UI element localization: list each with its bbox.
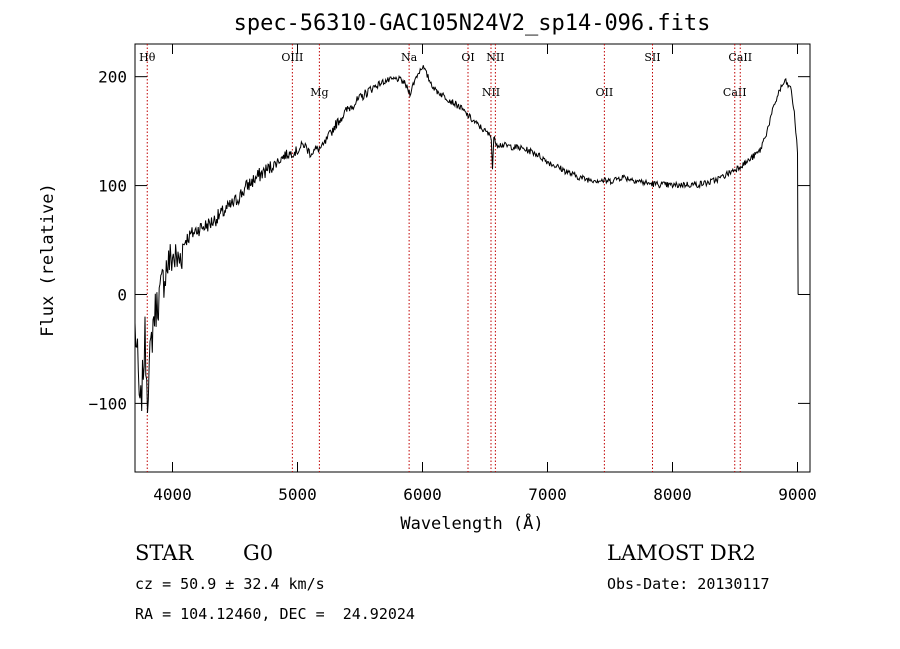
- spectrum-series-line: [134, 65, 799, 414]
- obs-date: Obs-Date: 20130117: [607, 575, 770, 593]
- y-tick-label-2: 100: [98, 177, 127, 196]
- marker-label-7: OII: [596, 86, 614, 99]
- x-tick-label-3: 7000: [528, 485, 567, 504]
- marker-label-3: Na: [401, 51, 418, 64]
- x-axis-label: Wavelength (Å): [400, 512, 543, 534]
- marker-label-1: OIII: [281, 51, 303, 64]
- marker-label-8: SII: [644, 51, 660, 64]
- x-tick-label-1: 5000: [278, 485, 317, 504]
- marker-label-0: Hθ: [139, 51, 156, 64]
- x-tick-label-0: 4000: [153, 485, 192, 504]
- plot-frame: [134, 43, 811, 473]
- y-tick-label-0: −100: [88, 394, 127, 413]
- subclass: G0: [243, 541, 273, 565]
- marker-label-10: CaII: [728, 51, 752, 64]
- object-class: STAR: [135, 541, 194, 565]
- y-axis-label: Flux (relative): [38, 183, 58, 337]
- x-tick-label-4: 8000: [653, 485, 692, 504]
- velocity-text: cz = 50.9 ± 32.4 km/s: [135, 575, 325, 593]
- x-tick-label-5: 9000: [778, 485, 817, 504]
- marker-label-9: CaII: [723, 86, 747, 99]
- x-tick-label-2: 6000: [403, 485, 442, 504]
- marker-label-6: NII: [486, 51, 504, 64]
- spectral-line-markers: Hθ OIII Mg Na OI NII NII OII SII CaII CaII: [139, 44, 752, 472]
- y-tick-label-3: 200: [98, 68, 127, 87]
- y-tick-label-1: 0: [117, 285, 127, 304]
- survey-name: LAMOST DR2: [607, 541, 756, 565]
- chart-title: spec-56310-GAC105N24V2_sp14-096.fits: [234, 11, 711, 36]
- marker-label-4: OI: [461, 51, 474, 64]
- y-axis-ticks: −100 0 100 200: [88, 68, 810, 413]
- x-axis-ticks: 4000 5000 6000 7000 8000 9000: [153, 44, 817, 504]
- marker-label-5: NII: [482, 86, 500, 99]
- coordinates-text: RA = 104.12460, DEC = 24.92024: [135, 605, 415, 623]
- marker-label-2: Mg: [310, 86, 328, 99]
